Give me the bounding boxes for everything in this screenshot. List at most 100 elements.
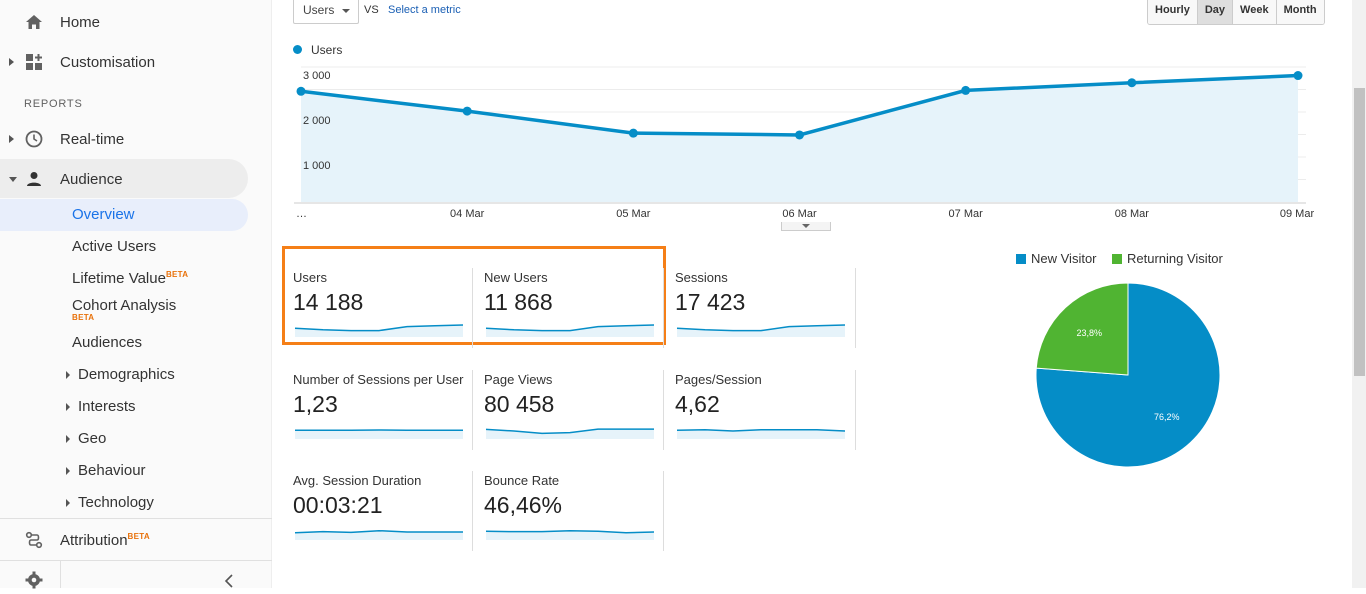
expand-caret-icon: [66, 435, 70, 443]
metric-value: 46,46%: [484, 492, 665, 519]
x-tick-label: …: [296, 208, 307, 220]
y-tick-label: 1 000: [303, 160, 331, 172]
expand-caret-icon: [9, 135, 14, 143]
granularity-week[interactable]: Week: [1232, 0, 1276, 24]
pie-legend-label: New Visitor: [1031, 251, 1097, 266]
metric-name: Bounce Rate: [484, 473, 665, 488]
sparkline: [676, 317, 846, 339]
nav-cohort-analysis[interactable]: Cohort Analysis: [72, 297, 176, 314]
nav-home-label: Home: [60, 14, 100, 31]
vs-label: VS: [364, 4, 379, 16]
granularity-day[interactable]: Day: [1197, 0, 1232, 24]
sparkline: [294, 317, 464, 339]
nav-attribution-label: AttributionBETA: [60, 532, 150, 549]
sidebar: Home Customisation REPORTS Real-time Aud…: [0, 0, 272, 588]
sparkline-area: [295, 430, 463, 439]
beta-badge: BETA: [72, 313, 94, 322]
nav-active-users[interactable]: Active Users: [72, 238, 156, 255]
metric-name: New Users: [484, 270, 665, 285]
nav-audiences[interactable]: Audiences: [72, 334, 142, 351]
card-divider: [855, 370, 856, 450]
select-metric-link[interactable]: Select a metric: [388, 4, 461, 16]
metric-value: 80 458: [484, 391, 665, 418]
expand-caret-icon: [66, 499, 70, 507]
metric-name: Pages/Session: [675, 372, 856, 387]
nav-interests[interactable]: Interests: [78, 398, 136, 415]
pie-legend-new: New Visitor: [1016, 251, 1097, 266]
attribution-icon: [24, 530, 44, 550]
nav-geo[interactable]: Geo: [78, 430, 106, 447]
data-point[interactable]: [463, 107, 472, 116]
x-tick-label: 08 Mar: [1115, 208, 1150, 220]
granularity-toggle: Hourly Day Week Month: [1147, 0, 1325, 25]
metric-name: Avg. Session Duration: [293, 473, 474, 488]
nav-lifetime-value[interactable]: Lifetime ValueBETA: [72, 270, 188, 287]
metric-card[interactable]: Bounce Rate 46,46%: [484, 473, 665, 551]
sparkline: [676, 419, 846, 441]
metric-value: 4,62: [675, 391, 856, 418]
metric-name: Users: [293, 270, 474, 285]
beta-badge: BETA: [128, 532, 150, 541]
metric-value: 00:03:21: [293, 492, 474, 519]
sparkline: [294, 520, 464, 542]
expand-caret-icon: [9, 58, 14, 66]
data-point[interactable]: [629, 129, 638, 138]
nav-demographics[interactable]: Demographics: [78, 366, 175, 383]
card-divider: [663, 370, 664, 450]
home-icon: [24, 12, 44, 32]
chart-resize-handle[interactable]: [781, 222, 831, 231]
expand-caret-icon: [66, 403, 70, 411]
x-tick-label: 06 Mar: [782, 208, 817, 220]
nav-behaviour[interactable]: Behaviour: [78, 462, 146, 479]
granularity-month[interactable]: Month: [1276, 0, 1324, 24]
data-point[interactable]: [795, 130, 804, 139]
card-divider: [472, 268, 473, 348]
x-tick-label: 05 Mar: [616, 208, 651, 220]
card-divider: [663, 471, 664, 551]
metric-value: 11 868: [484, 289, 665, 316]
reports-heading: REPORTS: [24, 98, 83, 110]
metric-card[interactable]: Avg. Session Duration 00:03:21: [293, 473, 474, 551]
scrollbar-thumb[interactable]: [1354, 88, 1365, 376]
nav-realtime-label: Real-time: [60, 131, 124, 148]
metric-card[interactable]: Users 14 188: [293, 270, 474, 348]
data-point[interactable]: [1127, 78, 1136, 87]
beta-badge: BETA: [166, 270, 188, 279]
chevron-down-icon: [342, 9, 350, 13]
card-divider: [855, 268, 856, 348]
pie-slice-label: 76,2%: [1154, 412, 1180, 422]
nav-audience-label: Audience: [60, 171, 123, 188]
nav-customisation-label: Customisation: [60, 54, 155, 71]
pie-legend-swatch: [1112, 254, 1122, 264]
sparkline: [485, 317, 655, 339]
nav-overview[interactable]: Overview: [72, 206, 135, 223]
data-point[interactable]: [1294, 71, 1303, 80]
nav-technology[interactable]: Technology: [78, 494, 154, 511]
metric-card[interactable]: Pages/Session 4,62: [675, 372, 856, 450]
gear-icon[interactable]: [25, 571, 43, 594]
metric-select-value: Users: [303, 3, 334, 17]
metric-select[interactable]: Users: [293, 0, 359, 24]
pie-legend-returning: Returning Visitor: [1112, 251, 1223, 266]
y-tick-label: 3 000: [303, 70, 331, 82]
dashboard-add-icon: [24, 52, 44, 72]
metric-card[interactable]: New Users 11 868: [484, 270, 665, 348]
collapse-sidebar-icon[interactable]: [224, 574, 234, 593]
x-tick-label: 04 Mar: [450, 208, 485, 220]
data-point[interactable]: [297, 87, 306, 96]
main-content: Users VS Select a metric Hourly Day Week…: [272, 0, 1366, 588]
granularity-hourly[interactable]: Hourly: [1148, 0, 1197, 24]
metric-value: 14 188: [293, 289, 474, 316]
visitor-pie-chart: 76,2%23,8%: [1028, 277, 1228, 473]
nav-attribution-text: Attribution: [60, 532, 128, 549]
collapse-caret-icon: [9, 177, 17, 182]
x-tick-label: 07 Mar: [949, 208, 984, 220]
data-point[interactable]: [961, 86, 970, 95]
footer-divider: [60, 560, 61, 588]
expand-caret-icon: [66, 371, 70, 379]
sparkline-area: [677, 430, 845, 439]
